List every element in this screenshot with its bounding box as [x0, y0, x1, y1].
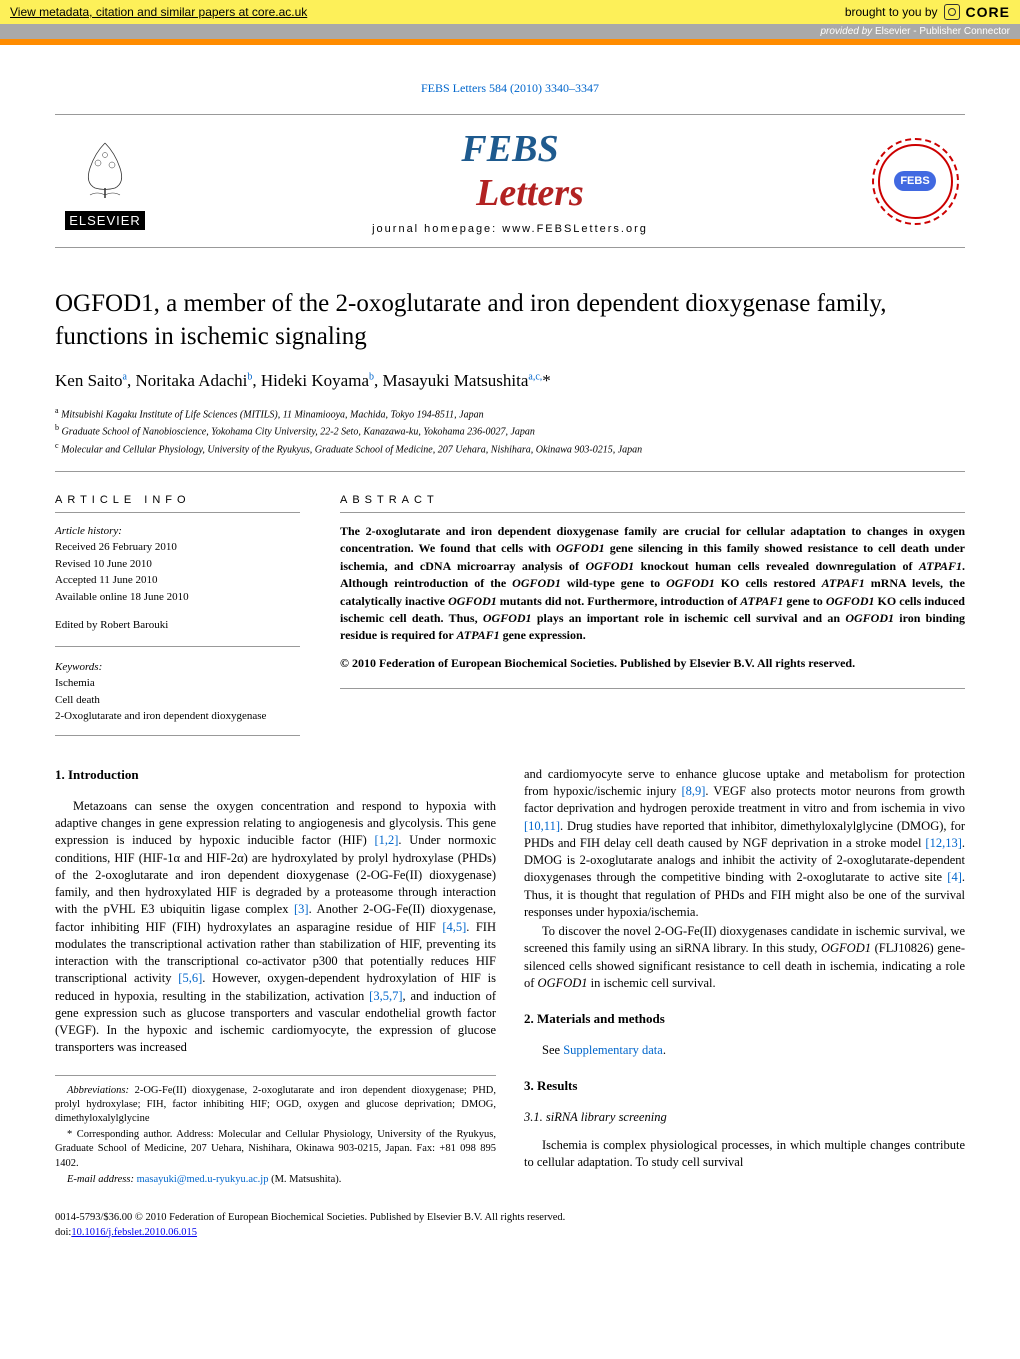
affiliations: a Mitsubishi Kagaku Institute of Life Sc… — [55, 405, 965, 472]
doi-link[interactable]: 10.1016/j.febslet.2010.06.015 — [71, 1227, 197, 1238]
intro-heading: 1. Introduction — [55, 766, 496, 784]
page-footer: 0014-5793/$36.00 © 2010 Federation of Eu… — [55, 1211, 965, 1240]
left-body-column: 1. Introduction Metazoans can sense the … — [55, 766, 496, 1189]
abstract-label: ABSTRACT — [340, 494, 965, 506]
accepted-date: Accepted 11 June 2010 — [55, 572, 300, 589]
received-date: Received 26 February 2010 — [55, 539, 300, 556]
keywords-list: IschemiaCell death2-Oxoglutarate and iro… — [55, 675, 300, 725]
article-info-label: ARTICLE INFO — [55, 494, 300, 506]
keywords-label: Keywords: — [55, 659, 300, 676]
journal-reference: FEBS Letters 584 (2010) 3340–3347 — [55, 80, 965, 96]
article-info: Article history: Received 26 February 20… — [55, 523, 300, 736]
brought-by-label: brought to you by — [845, 5, 938, 19]
article-title: OGFOD1, a member of the 2-oxoglutarate a… — [55, 288, 965, 353]
core-icon — [944, 4, 960, 20]
history-label: Article history: — [55, 523, 300, 540]
abbrev-label: Abbreviations: — [67, 1085, 129, 1096]
revised-date: Revised 10 June 2010 — [55, 556, 300, 573]
footer-doi: doi:10.1016/j.febslet.2010.06.015 — [55, 1226, 965, 1241]
email-label: E-mail address: — [67, 1174, 134, 1185]
results-subheading: 3.1. siRNA library screening — [524, 1109, 965, 1126]
footnotes: Abbreviations: 2-OG-Fe(II) dioxygenase, … — [55, 1075, 496, 1187]
methods-heading: 2. Materials and methods — [524, 1010, 965, 1028]
authors: Ken Saitoa, Noritaka Adachib, Hideki Koy… — [55, 371, 965, 391]
results-heading: 3. Results — [524, 1077, 965, 1095]
febs-badge: FEBS — [865, 144, 965, 219]
footer-copyright: 0014-5793/$36.00 © 2010 Federation of Eu… — [55, 1211, 965, 1226]
email-link[interactable]: masayuki@med.u-ryukyu.ac.jp — [137, 1174, 269, 1185]
methods-paragraph: See Supplementary data. — [524, 1042, 965, 1059]
intro-paragraph-2: and cardiomyocyte serve to enhance gluco… — [524, 766, 965, 921]
email-name: (M. Matsushita). — [271, 1174, 341, 1185]
journal-header: ELSEVIER FEBSLetters journal homepage: w… — [55, 114, 965, 248]
editor: Edited by Robert Barouki — [55, 617, 300, 634]
febs-letters-logo: FEBSLetters — [155, 127, 865, 215]
provided-by-bar: provided by Elsevier - Publisher Connect… — [0, 24, 1020, 39]
results-paragraph: Ischemia is complex physiological proces… — [524, 1137, 965, 1172]
right-body-column: and cardiomyocyte serve to enhance gluco… — [524, 766, 965, 1189]
intro-paragraph-1: Metazoans can sense the oxygen concentra… — [55, 798, 496, 1057]
elsevier-tree-icon — [70, 133, 140, 203]
metadata-link[interactable]: View metadata, citation and similar pape… — [10, 5, 307, 19]
core-banner: View metadata, citation and similar pape… — [0, 0, 1020, 24]
corresponding-author: * Corresponding author. Address: Molecul… — [55, 1128, 496, 1171]
supplementary-link[interactable]: Supplementary data — [563, 1043, 663, 1057]
elsevier-logo: ELSEVIER — [55, 133, 155, 230]
core-logo: CORE — [966, 4, 1010, 20]
abstract: The 2-oxoglutarate and iron dependent di… — [340, 523, 965, 672]
homepage-link: journal homepage: www.FEBSLetters.org — [155, 223, 865, 235]
journal-ref-link[interactable]: FEBS Letters 584 (2010) 3340–3347 — [421, 81, 599, 95]
elsevier-text: ELSEVIER — [65, 211, 145, 230]
abstract-copyright: © 2010 Federation of European Biochemica… — [340, 655, 965, 672]
intro-paragraph-3: To discover the novel 2-OG-Fe(II) dioxyg… — [524, 923, 965, 992]
online-date: Available online 18 June 2010 — [55, 589, 300, 606]
